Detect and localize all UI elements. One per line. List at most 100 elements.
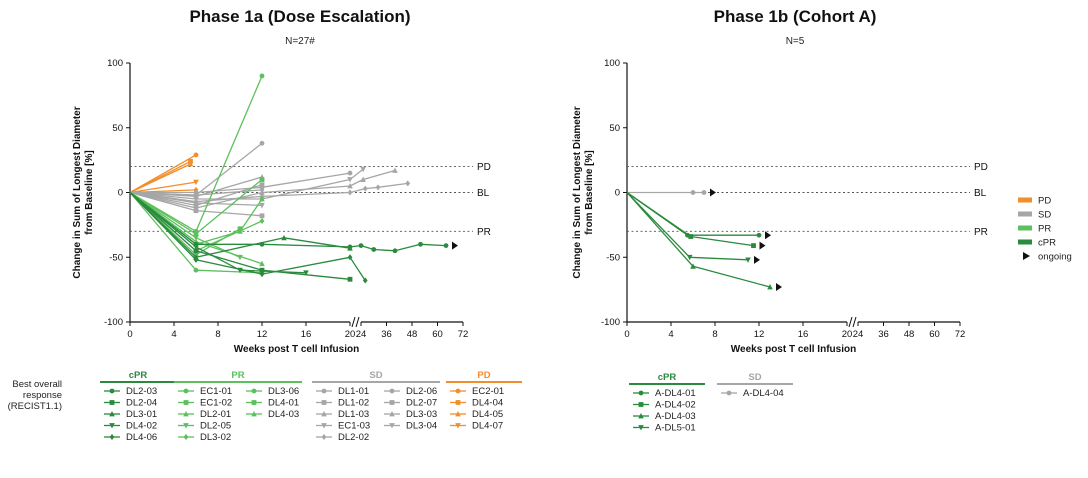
legend-item-label: A-DL4-03 xyxy=(655,411,696,422)
chart-phase-1a: Phase 1a (Dose Escalation) N=27# -100 -50 0 5… xyxy=(8,7,522,443)
x-tick-label: 4 xyxy=(668,329,673,340)
data-point xyxy=(347,245,353,251)
data-point xyxy=(375,184,381,191)
series-path xyxy=(626,192,749,261)
legend-item-label: A-DL5-01 xyxy=(655,423,696,434)
ongoing-arrow-marker xyxy=(765,231,771,240)
series-path xyxy=(129,192,351,258)
legend-item-label: DL3-03 xyxy=(406,409,437,420)
legend-group-title: PR xyxy=(231,370,244,381)
legend-item-label: DL4-04 xyxy=(472,398,503,409)
data-point xyxy=(347,189,353,196)
data-point xyxy=(193,208,199,214)
ongoing-arrow-marker xyxy=(452,241,458,250)
series-line xyxy=(129,191,309,276)
legend-marker xyxy=(455,423,461,429)
data-point xyxy=(193,200,199,206)
data-point xyxy=(193,248,199,254)
data-point xyxy=(259,182,265,188)
data-point xyxy=(259,195,265,202)
series-line xyxy=(627,188,716,197)
reference-label: BL xyxy=(974,188,987,199)
legend-marker xyxy=(183,411,189,417)
x-axis-label: Weeks post T cell Infusion xyxy=(234,344,359,355)
y-tick-label: -100 xyxy=(601,317,620,328)
legend-item-label: DL2-04 xyxy=(126,398,157,409)
y-tick-label: -100 xyxy=(104,317,123,328)
data-point xyxy=(405,180,411,187)
legend-marker xyxy=(251,388,257,394)
data-point xyxy=(259,260,265,267)
legend-item-label: A-DL4-04 xyxy=(743,388,784,399)
legend-item-label: DL4-01 xyxy=(268,398,299,409)
series-line xyxy=(129,161,194,194)
data-point xyxy=(259,213,265,219)
data-point xyxy=(193,244,199,250)
y-tick-label: 50 xyxy=(609,123,620,134)
data-point xyxy=(690,190,696,195)
axis-break-mark xyxy=(351,316,356,328)
legend-item-label: DL4-05 xyxy=(472,409,503,420)
series-path xyxy=(129,191,307,274)
x-tick-label: 36 xyxy=(878,329,889,340)
legend-group-title: cPR xyxy=(658,372,677,383)
x-tick-label: 0 xyxy=(127,329,132,340)
chart-subtitle: N=5 xyxy=(786,36,805,47)
series-line xyxy=(626,191,766,250)
legend-header-line: (RECIST1.1) xyxy=(8,401,62,412)
data-point xyxy=(259,177,265,182)
legend-marker xyxy=(638,413,644,419)
legend-item-label: DL1-03 xyxy=(338,409,369,420)
legend-item-label: DL4-02 xyxy=(126,421,157,432)
y-axis-label-line: Change in Sum of Longest Diameter xyxy=(72,106,83,278)
y-tick-label: -50 xyxy=(606,252,620,263)
x-tick-label: 20 xyxy=(345,329,356,340)
legend-marker xyxy=(321,423,327,429)
reference-label: BL xyxy=(477,188,490,199)
legend-marker xyxy=(109,400,115,405)
legend-label-pr: PR xyxy=(1038,224,1051,235)
y-tick-label: -50 xyxy=(109,252,123,263)
x-tick-label: 12 xyxy=(754,329,765,340)
x-tick-label: 72 xyxy=(458,329,469,340)
x-tick-label: 48 xyxy=(407,329,418,340)
data-point xyxy=(392,248,398,254)
data-point xyxy=(767,284,773,290)
data-point xyxy=(347,170,353,176)
y-axis-label-line: from Baseline [%] xyxy=(584,150,595,234)
legend-marker xyxy=(455,388,461,394)
x-axis-label: Weeks post T cell Infusion xyxy=(731,344,856,355)
reference-label: PR xyxy=(974,227,988,238)
legend-marker xyxy=(183,423,189,429)
legend-marker xyxy=(389,411,395,417)
legend-header-line: Best overall xyxy=(12,379,62,390)
legend-swatch-pr xyxy=(1018,225,1032,231)
data-point xyxy=(187,161,194,167)
legend-group-title: SD xyxy=(748,372,761,383)
legend-marker xyxy=(183,400,189,405)
series-line xyxy=(626,192,760,264)
legend-label-ongoing: ongoing xyxy=(1038,252,1072,263)
legend-item-label: DL1-02 xyxy=(338,398,369,409)
series-path xyxy=(129,163,191,194)
legend-item-label: DL3-01 xyxy=(126,409,157,420)
x-tick-label: 60 xyxy=(432,329,443,340)
x-tick-label: 72 xyxy=(955,329,966,340)
x-tick-label: 60 xyxy=(929,329,940,340)
series-path xyxy=(129,192,351,280)
legend-swatch-pd xyxy=(1018,197,1032,203)
legend-swatch-ongoing xyxy=(1023,252,1030,260)
legend-marker xyxy=(455,400,461,405)
legend-item-label: DL2-01 xyxy=(200,409,231,420)
legend-marker xyxy=(109,434,115,440)
legend-item-label: DL2-05 xyxy=(200,421,231,432)
chart-legend: Best overall response (RECIST1.1) cPR DL2-03… xyxy=(8,370,522,443)
data-point xyxy=(193,231,199,237)
legend-marker xyxy=(321,434,327,440)
data-point xyxy=(259,73,265,79)
legend-marker xyxy=(638,402,644,407)
legend-marker xyxy=(183,388,189,394)
legend-swatch-sd xyxy=(1018,211,1032,217)
